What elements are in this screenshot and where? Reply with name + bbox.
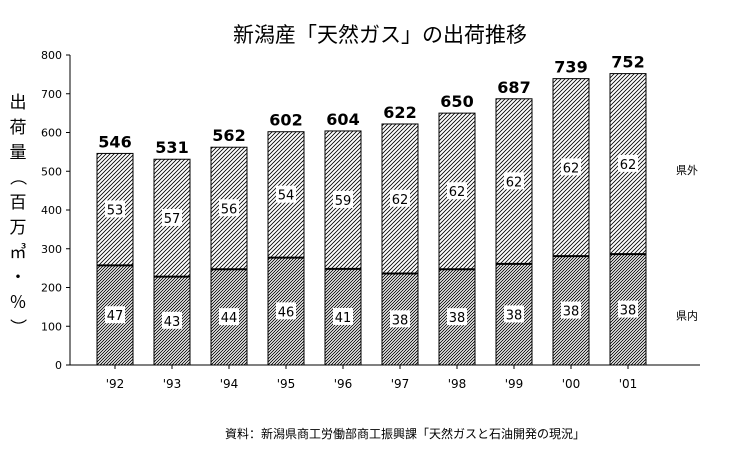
percent-label-bg [276, 185, 296, 203]
x-tick-label: '97 [391, 377, 410, 391]
y-tick-label: 400 [41, 204, 62, 217]
y-tick-label: 100 [41, 320, 62, 333]
legend-upper: 県外 [676, 164, 698, 177]
y-axis-label-char: （ [7, 169, 27, 186]
percent-label-lower: 47 [107, 309, 124, 324]
bar-segment-upper [267, 131, 305, 259]
x-tick-label: '00 [562, 377, 581, 391]
percent-label-upper: 62 [392, 193, 409, 208]
percent-label-lower: 38 [449, 311, 466, 326]
percent-label-bg [390, 189, 410, 207]
y-axis-label-char: ・ [10, 268, 27, 288]
y-tick-label: 300 [41, 243, 62, 256]
x-tick-label: '99 [505, 377, 524, 391]
x-tick-label: '95 [277, 377, 296, 391]
percent-label-bg [333, 190, 353, 208]
chart-title: 新潟産「天然ガス」の出荷推移 [233, 23, 527, 47]
percent-label-lower: 46 [278, 305, 295, 320]
bar-total-label: 604 [326, 110, 359, 129]
bars: 47 53 546 43 57 531 44 56 562 46 54 602 41 59 604 38 62 6… [96, 53, 647, 366]
percent-label-bg [561, 158, 581, 176]
y-axis-label-char: 荷 [10, 118, 27, 138]
percent-label-upper: 54 [278, 189, 295, 204]
bar-total-label: 562 [212, 126, 245, 145]
y-axis-label-char: 万 [10, 218, 27, 238]
percent-label-lower: 44 [221, 311, 238, 326]
percent-label-lower: 38 [563, 305, 580, 320]
bar-segment-upper [495, 98, 533, 265]
percent-label-lower: 43 [164, 315, 181, 330]
bar-total-label: 602 [269, 111, 302, 130]
y-axis: 0 100 200 300 400 500 600 700 800 [41, 49, 71, 372]
x-tick-label: '01 [619, 377, 638, 391]
y-axis-label-char: ㎥ [10, 243, 27, 263]
percent-label-bg [219, 308, 239, 326]
y-axis-label-char: 量 [10, 143, 27, 163]
source-note: 資料：新潟県商工労働部商工振興課「天然ガスと石油開発の現況」 [225, 426, 585, 441]
percent-label-upper: 59 [335, 194, 352, 209]
x-tick-label: '94 [220, 377, 239, 391]
x-axis: '92 '93 '94 '95 '96 '97 '98 '99 '00 '01 [70, 364, 700, 391]
bar-total-label: 622 [383, 103, 416, 122]
bar-total-label: 752 [611, 53, 644, 72]
bar-total-label: 739 [554, 58, 587, 77]
bar-total-label: 687 [497, 78, 530, 97]
percent-label-bg [333, 307, 353, 325]
percent-label-bg [162, 311, 182, 329]
bar-total-label: 650 [440, 92, 473, 111]
percent-label-upper: 62 [563, 161, 580, 176]
percent-label-lower: 41 [335, 311, 352, 326]
percent-label-bg [561, 301, 581, 319]
y-axis-label-char: 出 [10, 93, 27, 113]
percent-label-upper: 62 [449, 185, 466, 200]
percent-label-bg [390, 310, 410, 328]
percent-label-bg [447, 308, 467, 326]
percent-label-bg [618, 154, 638, 172]
y-tick-label: 800 [41, 49, 62, 62]
percent-label-bg [504, 305, 524, 323]
y-axis-label-char: ％ [10, 293, 27, 313]
percent-label-bg [219, 199, 239, 217]
percent-label-bg [618, 300, 638, 318]
percent-label-bg [504, 172, 524, 190]
percent-label-upper: 57 [164, 212, 181, 227]
percent-label-bg [105, 200, 125, 218]
percent-label-lower: 38 [506, 308, 523, 323]
percent-label-bg [276, 302, 296, 320]
percent-label-lower: 38 [620, 304, 637, 319]
y-axis-label-char: ） [7, 319, 27, 336]
x-tick-label: '93 [163, 377, 182, 391]
percent-label-upper: 62 [506, 175, 523, 190]
percent-label-bg [447, 182, 467, 200]
y-tick-label: 0 [55, 359, 62, 372]
percent-label-upper: 53 [107, 203, 124, 218]
y-tick-label: 600 [41, 127, 62, 140]
x-tick-label: '98 [448, 377, 467, 391]
x-tick-label: '96 [334, 377, 353, 391]
percent-label-bg [162, 208, 182, 226]
bar-total-label: 531 [155, 138, 188, 157]
y-axis-label-char: 百 [10, 193, 27, 213]
legend-lower: 県内 [676, 309, 698, 323]
y-tick-label: 200 [41, 282, 62, 295]
x-tick-label: '92 [106, 377, 125, 391]
percent-label-upper: 56 [221, 202, 238, 217]
percent-label-bg [105, 306, 125, 324]
y-tick-label: 500 [41, 165, 62, 178]
percent-label-upper: 62 [620, 158, 637, 173]
percent-label-lower: 38 [392, 313, 409, 328]
bar-total-label: 546 [98, 132, 131, 151]
y-tick-label: 700 [41, 88, 62, 101]
